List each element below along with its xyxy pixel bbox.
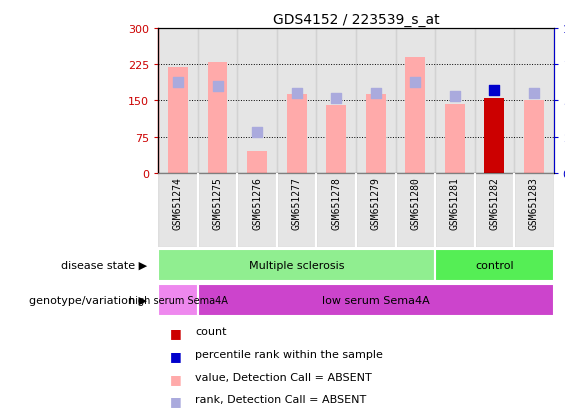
Bar: [514, 29, 554, 173]
Point: [173, 79, 182, 85]
Bar: [435, 173, 475, 248]
Text: value, Detection Call = ABSENT: value, Detection Call = ABSENT: [195, 372, 372, 382]
Bar: [406, 58, 425, 173]
Text: GSM651283: GSM651283: [529, 177, 539, 230]
Text: rank, Detection Call = ABSENT: rank, Detection Call = ABSENT: [195, 394, 366, 404]
Bar: [237, 173, 277, 248]
Bar: [356, 29, 395, 173]
Bar: [327, 106, 346, 173]
Bar: [316, 29, 356, 173]
Text: GSM651274: GSM651274: [173, 177, 183, 230]
Bar: [277, 173, 316, 248]
Bar: [247, 152, 267, 173]
Title: GDS4152 / 223539_s_at: GDS4152 / 223539_s_at: [273, 12, 439, 26]
Bar: [198, 29, 237, 173]
Text: high serum Sema4A: high serum Sema4A: [129, 295, 227, 306]
Point: [292, 90, 301, 97]
Bar: [316, 173, 356, 248]
Text: disease state ▶: disease state ▶: [61, 260, 147, 271]
Text: GSM651275: GSM651275: [212, 177, 223, 230]
Text: low serum Sema4A: low serum Sema4A: [322, 295, 429, 306]
Text: GSM651279: GSM651279: [371, 177, 381, 230]
Point: [371, 90, 380, 97]
Text: control: control: [475, 260, 514, 271]
Bar: [158, 285, 198, 316]
Point: [529, 90, 538, 97]
Bar: [524, 101, 544, 173]
Bar: [485, 99, 505, 173]
Bar: [208, 63, 227, 173]
Point: [450, 93, 459, 100]
Point: [253, 130, 262, 136]
Bar: [277, 29, 316, 173]
Text: GSM651282: GSM651282: [489, 177, 499, 230]
Text: percentile rank within the sample: percentile rank within the sample: [195, 349, 383, 359]
Bar: [435, 249, 554, 281]
Bar: [198, 173, 237, 248]
Text: ■: ■: [170, 372, 181, 385]
Bar: [158, 29, 198, 173]
Bar: [366, 95, 385, 173]
Bar: [396, 29, 435, 173]
Bar: [287, 95, 307, 173]
Bar: [356, 173, 395, 248]
Text: GSM651276: GSM651276: [252, 177, 262, 230]
Bar: [475, 29, 514, 173]
Bar: [237, 29, 277, 173]
Text: GSM651277: GSM651277: [292, 177, 302, 230]
Bar: [445, 104, 464, 173]
Text: Multiple sclerosis: Multiple sclerosis: [249, 260, 345, 271]
Bar: [435, 29, 475, 173]
Bar: [475, 173, 514, 248]
Bar: [158, 173, 198, 248]
Text: GSM651281: GSM651281: [450, 177, 460, 230]
Text: GSM651278: GSM651278: [331, 177, 341, 230]
Text: ■: ■: [170, 326, 181, 339]
Point: [332, 95, 341, 102]
Text: GSM651280: GSM651280: [410, 177, 420, 230]
Text: ■: ■: [170, 349, 181, 362]
Bar: [396, 173, 435, 248]
Bar: [514, 173, 554, 248]
Point: [213, 83, 222, 90]
Text: genotype/variation ▶: genotype/variation ▶: [29, 295, 147, 306]
Text: ■: ■: [170, 394, 181, 407]
Text: count: count: [195, 326, 227, 336]
Point: [490, 88, 499, 94]
Bar: [158, 249, 435, 281]
Point: [411, 79, 420, 85]
Bar: [168, 67, 188, 173]
